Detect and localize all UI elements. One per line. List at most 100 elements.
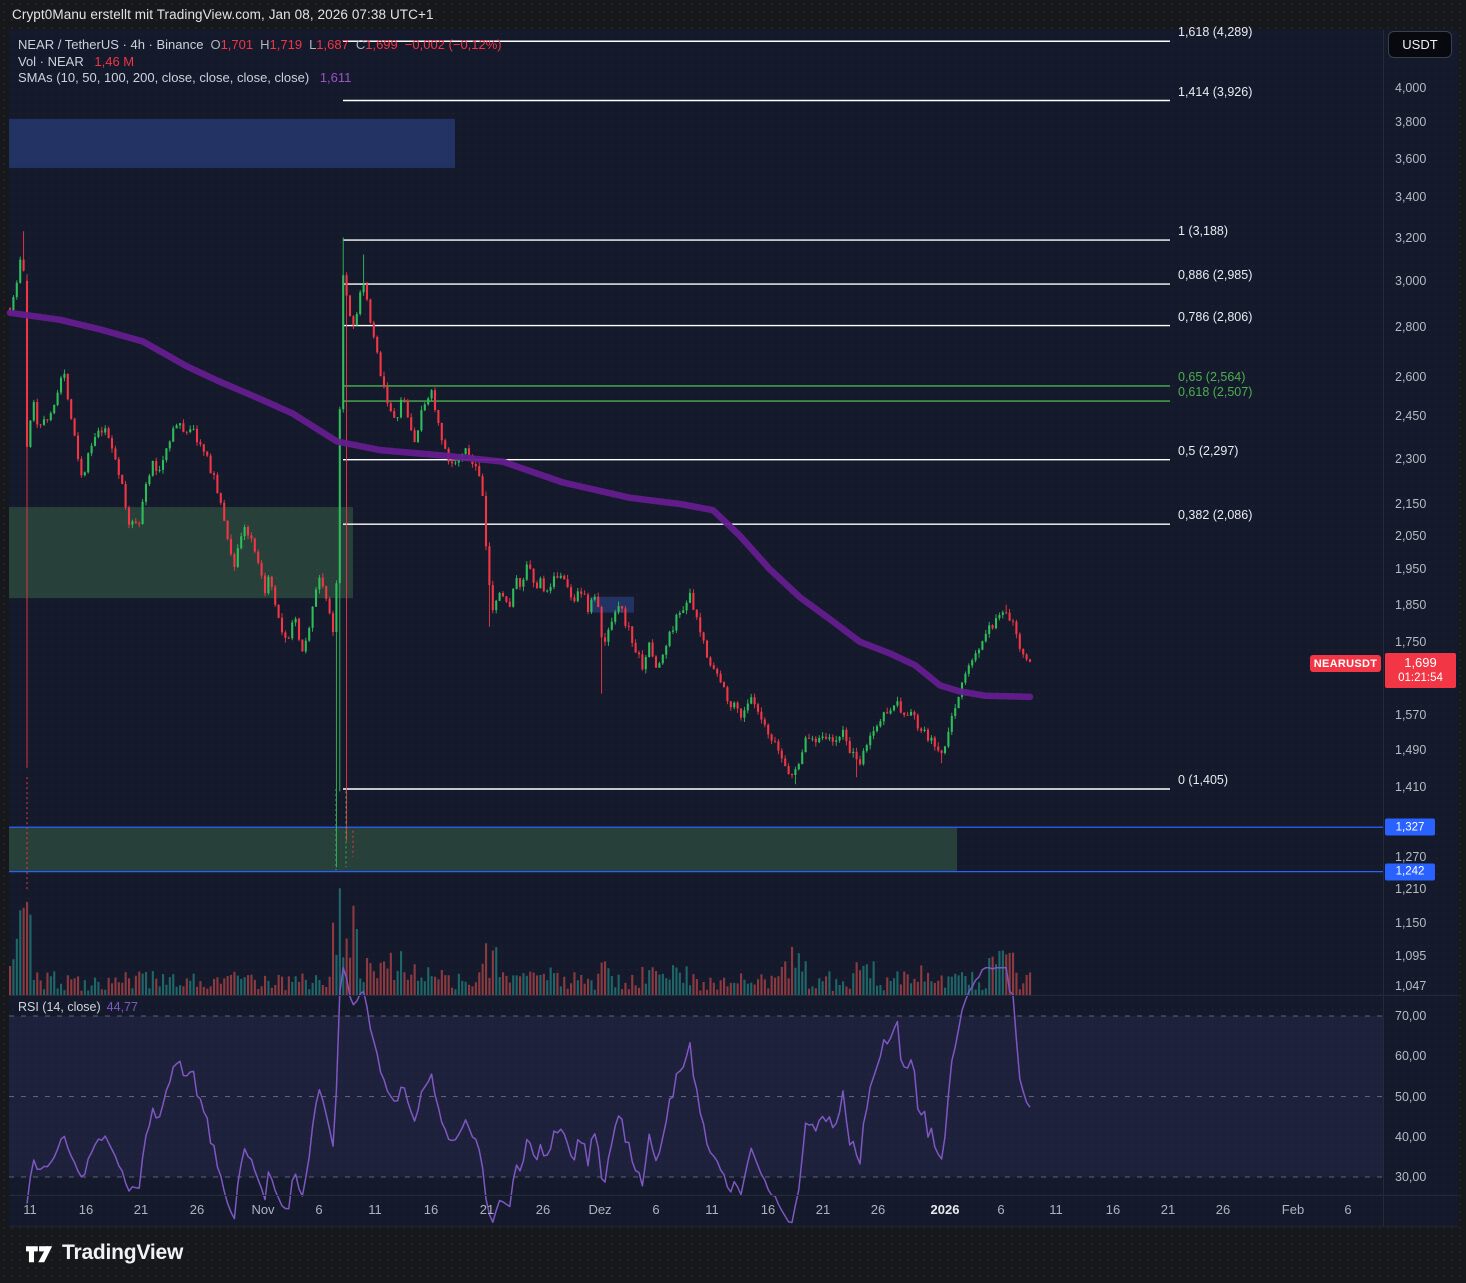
ohlc-key: H bbox=[260, 37, 270, 52]
time-axis-label[interactable]: 21 bbox=[815, 1202, 831, 1217]
time-axis-divider[interactable] bbox=[9, 1195, 1458, 1196]
price-scale-tick[interactable]: 1,047 bbox=[1395, 979, 1427, 994]
chart-background bbox=[9, 30, 1458, 1226]
time-axis-label[interactable]: 2026 bbox=[930, 1202, 960, 1217]
price-scale-tick[interactable]: 1,750 bbox=[1395, 634, 1427, 649]
time-axis-label[interactable]: 26 bbox=[870, 1202, 886, 1217]
price-scale-tick[interactable]: 4,000 bbox=[1395, 81, 1427, 95]
alert-price-label: 1,242 bbox=[1385, 863, 1435, 881]
time-axis-label[interactable]: Nov bbox=[251, 1202, 275, 1217]
price-scale-tick[interactable]: 1,950 bbox=[1395, 562, 1427, 577]
price-scale-divider[interactable] bbox=[1383, 30, 1384, 1226]
time-axis-label[interactable]: 16 bbox=[423, 1202, 439, 1217]
green-zone-box[interactable] bbox=[9, 827, 957, 872]
fib-level-label: 0,5 (2,297) bbox=[1178, 443, 1239, 458]
chart-bottom-edge bbox=[9, 1226, 1458, 1227]
price-scale-tick[interactable]: 2,300 bbox=[1395, 451, 1427, 466]
price-scale-tick[interactable]: 1,095 bbox=[1395, 949, 1427, 963]
time-axis-label[interactable]: 11 bbox=[705, 1202, 719, 1217]
bar-countdown: 01:21:54 bbox=[1398, 672, 1443, 685]
symbol-price-tag: NEARUSDT bbox=[1310, 655, 1381, 672]
price-scale-tick[interactable]: 1,270 bbox=[1395, 849, 1427, 864]
fib-level-label: 0,618 (2,507) bbox=[1178, 385, 1253, 400]
fib-level-label: 1,618 (4,289) bbox=[1178, 25, 1253, 40]
green-zone-box[interactable] bbox=[9, 507, 353, 599]
rsi-scale-tick[interactable]: 60,00 bbox=[1395, 1049, 1427, 1064]
sma-200-line[interactable] bbox=[6, 309, 1034, 701]
tradingview-logo-text: TradingView bbox=[62, 1241, 184, 1264]
sma-legend-row[interactable]: SMAs (10, 50, 100, 200, close, close, cl… bbox=[18, 70, 351, 85]
price-scale-tick[interactable]: 2,600 bbox=[1395, 369, 1427, 384]
price-scale-tick[interactable]: 2,150 bbox=[1395, 496, 1427, 511]
price-scale-tick[interactable]: 1,210 bbox=[1395, 882, 1427, 897]
volume-bars-up bbox=[12, 888, 1004, 995]
price-scale-tick[interactable]: 3,600 bbox=[1395, 151, 1427, 166]
rsi-scale-tick[interactable]: 50,00 bbox=[1395, 1089, 1427, 1104]
smas-label: SMAs (10, 50, 100, 200, close, close, cl… bbox=[18, 70, 310, 85]
price-scale-tick[interactable]: 1,570 bbox=[1395, 707, 1427, 722]
ohlc-key: C bbox=[355, 37, 366, 52]
rsi-scale-tick[interactable]: 30,00 bbox=[1395, 1170, 1427, 1184]
price-scale-tick[interactable]: 3,400 bbox=[1395, 189, 1427, 204]
time-axis-label[interactable]: 6 bbox=[315, 1202, 323, 1217]
time-axis-label[interactable]: 26 bbox=[189, 1202, 205, 1217]
time-axis-label[interactable]: 11 bbox=[368, 1202, 382, 1217]
rsi-value: 44,77 bbox=[106, 1000, 138, 1014]
change-value: −0,002 (−0,12%) bbox=[404, 37, 502, 52]
time-axis-label[interactable]: 21 bbox=[1160, 1202, 1176, 1217]
time-axis-label[interactable]: 16 bbox=[78, 1202, 94, 1217]
price-scale-tick[interactable]: 1,410 bbox=[1395, 779, 1427, 794]
pane-divider-rsi[interactable] bbox=[9, 995, 1458, 996]
ohlc-key: O bbox=[210, 37, 221, 52]
time-axis-label[interactable]: Feb bbox=[1281, 1202, 1305, 1217]
time-axis-label[interactable]: 21 bbox=[479, 1202, 495, 1217]
volume-value: 1,46 M bbox=[94, 54, 135, 69]
ohlc-value: 1,719 bbox=[269, 37, 303, 52]
price-scale-tick[interactable]: 1,850 bbox=[1395, 597, 1427, 612]
time-axis-label[interactable]: 26 bbox=[535, 1202, 551, 1217]
time-axis-label[interactable]: 6 bbox=[652, 1202, 660, 1217]
last-price-value: 1,699 bbox=[1404, 655, 1437, 670]
price-scale-tick[interactable]: 2,050 bbox=[1395, 528, 1427, 543]
rsi-scale-tick[interactable]: 70,00 bbox=[1395, 1009, 1427, 1023]
price-scale-tick[interactable]: 1,490 bbox=[1395, 742, 1427, 757]
fib-level-label: 0,65 (2,564) bbox=[1178, 369, 1246, 384]
tradingview-logo[interactable]: TradingView bbox=[26, 1240, 183, 1266]
rsi-label: RSI (14, close) bbox=[18, 1000, 101, 1014]
rsi-scale-tick[interactable]: 40,00 bbox=[1395, 1129, 1427, 1144]
fib-level-label: 0,382 (2,086) bbox=[1178, 508, 1253, 523]
time-axis-label[interactable]: 16 bbox=[1105, 1202, 1121, 1217]
time-axis-label[interactable]: 26 bbox=[1215, 1202, 1231, 1217]
time-axis-label[interactable]: 21 bbox=[133, 1202, 149, 1217]
ohlc-value: 1,687 bbox=[316, 37, 349, 52]
ohlc-value: 1,699 bbox=[365, 37, 398, 52]
volume-legend-row[interactable]: Vol · NEAR 1,46 M bbox=[18, 54, 134, 69]
price-scale-tick[interactable]: 3,000 bbox=[1395, 273, 1427, 288]
navy-zone-box[interactable] bbox=[590, 596, 634, 613]
price-scale-tick[interactable]: 3,200 bbox=[1395, 230, 1427, 245]
price-scale-tick[interactable]: 2,800 bbox=[1395, 319, 1427, 334]
symbol-legend-row[interactable]: NEAR / TetherUS · 4h · Binance O1,701 H1,7… bbox=[18, 37, 502, 52]
time-axis-label[interactable]: 6 bbox=[1344, 1202, 1352, 1217]
fib-level-label: 1,414 (3,926) bbox=[1178, 84, 1253, 99]
ohlc-value: 1,701 bbox=[220, 37, 254, 52]
price-scale-tick[interactable]: 1,150 bbox=[1395, 916, 1427, 931]
time-axis-label[interactable]: Dez bbox=[588, 1202, 612, 1217]
time-axis-label[interactable]: 6 bbox=[997, 1202, 1005, 1217]
time-axis-label[interactable]: 11 bbox=[23, 1202, 37, 1217]
time-axis-label[interactable]: 16 bbox=[760, 1202, 776, 1217]
fib-level-label: 0,786 (2,806) bbox=[1178, 309, 1253, 324]
currency-toggle-button[interactable]: USDT bbox=[1388, 31, 1452, 58]
smas-value: 1,611 bbox=[319, 70, 352, 85]
symbol-title[interactable]: NEAR / TetherUS · 4h · Binance bbox=[18, 37, 204, 52]
price-scale-tick[interactable]: 2,450 bbox=[1395, 409, 1427, 424]
time-axis-label[interactable]: 11 bbox=[1049, 1202, 1063, 1217]
volume-bars-down bbox=[9, 901, 1032, 995]
rsi-line[interactable] bbox=[26, 966, 1031, 1224]
navy-zone-box[interactable] bbox=[9, 118, 455, 168]
fib-level-label: 0,886 (2,985) bbox=[1178, 268, 1253, 283]
rsi-legend-row[interactable]: RSI (14, close) 44,77 bbox=[18, 1000, 138, 1014]
price-scale-tick[interactable]: 3,800 bbox=[1395, 115, 1427, 130]
last-price-label: 1,699 01:21:54 bbox=[1385, 653, 1456, 688]
